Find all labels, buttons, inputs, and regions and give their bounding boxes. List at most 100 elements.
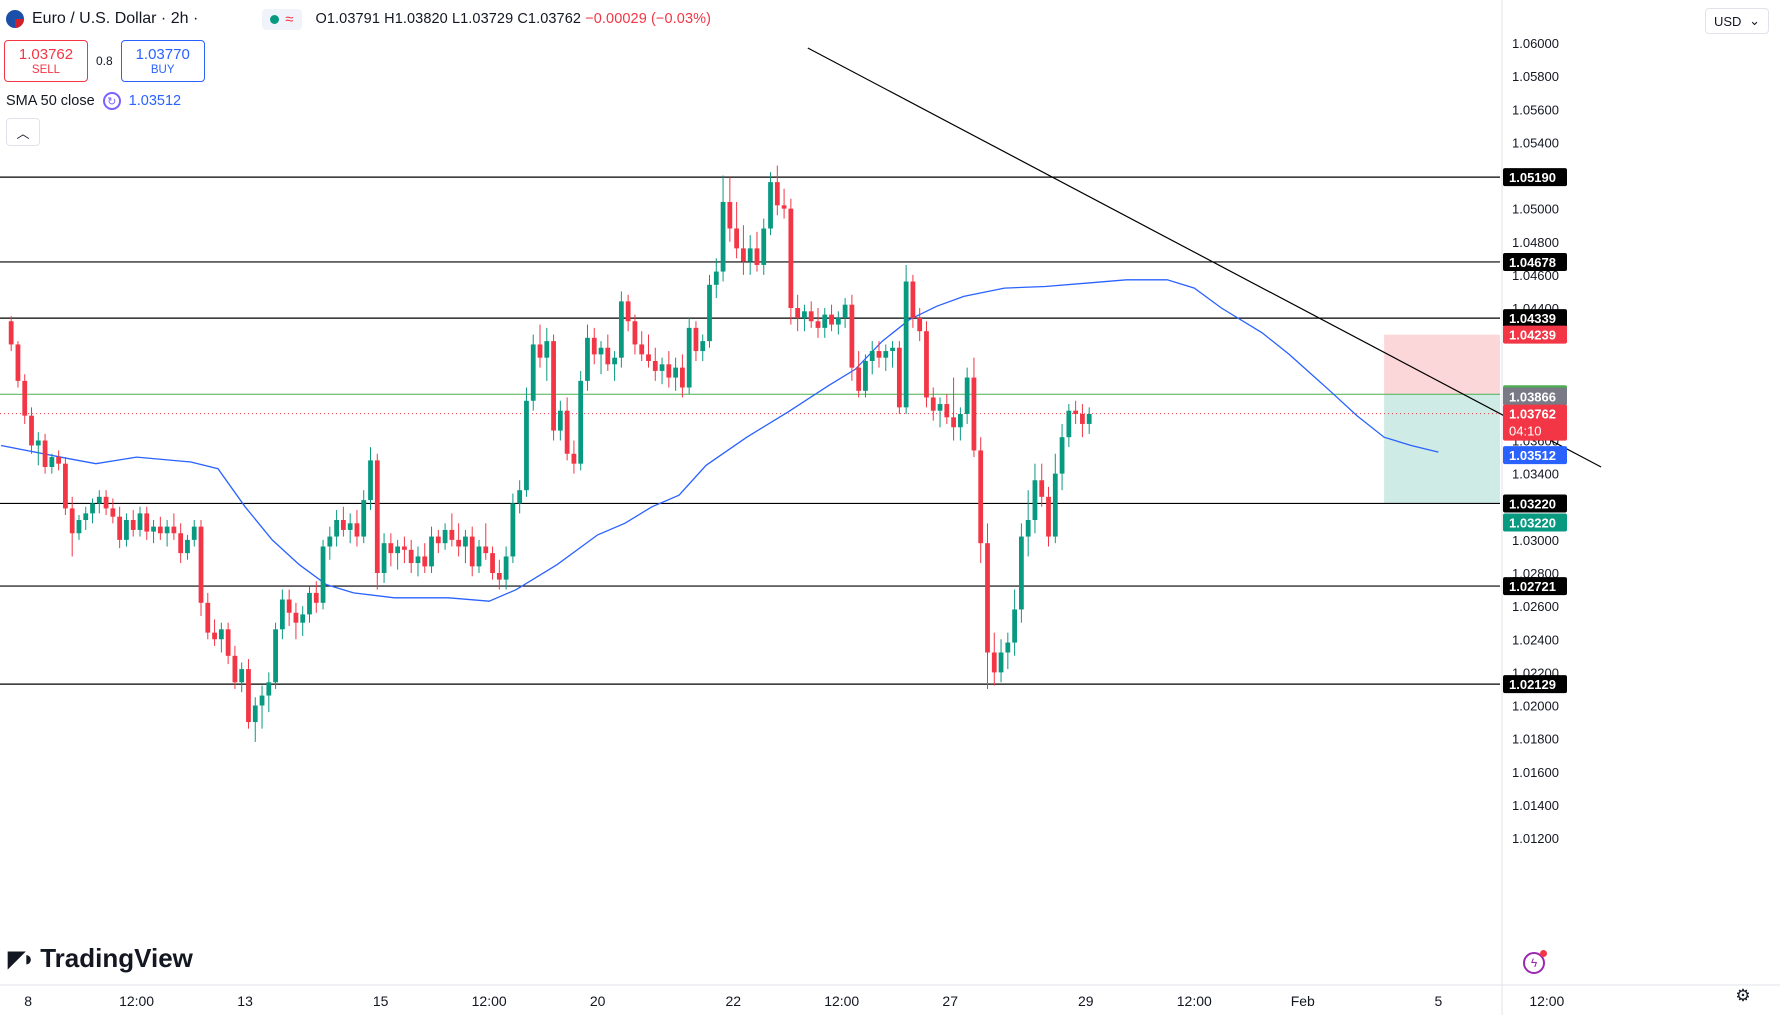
price-tick-label: 1.04600 [1512,268,1559,283]
level-price-label-bg [1503,577,1567,596]
candle-body [903,281,909,408]
candle-body [822,314,828,328]
last-close-label: 1.03866 [1509,389,1556,404]
trade-panel: 1.03762 SELL 0.8 1.03770 BUY [4,40,205,82]
buy-button[interactable]: 1.03770 BUY [120,40,205,82]
price-tick-label: 1.05800 [1512,69,1559,84]
candle-body [218,629,224,640]
candle-body [666,364,672,378]
level-price-label-bg [1503,675,1567,694]
candle-body [883,351,889,358]
candle-body [144,513,150,532]
time-tick-label: 20 [590,993,606,1009]
candle-body [1059,437,1065,474]
candle-body [537,344,543,358]
candle-body [808,311,814,322]
candle-body [781,205,787,209]
sell-button[interactable]: 1.03762 SELL [4,40,88,82]
candle-body [544,341,550,358]
level-price-label-bg [1503,309,1567,328]
time-tick-label: 12:00 [472,993,507,1009]
candle-body [646,354,651,361]
candle-body [151,526,156,532]
candle-body [117,516,123,540]
candle-body [422,556,428,567]
candle-body [1052,473,1058,537]
candle-body [198,526,204,603]
candle-body [307,592,312,615]
candle-body [659,364,665,371]
candle-body [178,533,184,554]
candle-body [63,463,68,509]
candle-body [917,317,923,332]
buy-label: BUY [150,64,175,76]
candle-body [456,539,462,547]
time-tick-label: 15 [373,993,389,1009]
candle-body [944,404,950,418]
sell-price: 1.03762 [18,46,74,63]
level-price-label: 1.04339 [1509,311,1556,326]
candle-body [476,546,482,567]
candles-group [8,165,1092,742]
candle-body [815,321,821,328]
lightning-icon[interactable]: ϟ [1523,950,1547,974]
candle-body [578,380,584,464]
candle-body [266,682,272,696]
candle-body [300,614,306,623]
candle-body [1025,520,1031,537]
candle-body [788,208,794,308]
gear-icon[interactable]: ⚙ [1735,986,1751,1005]
candle-body [557,410,563,431]
candle-body [35,440,41,446]
candle-body [707,284,712,342]
candle-body [374,460,380,573]
candle-body [625,301,631,322]
candle-body [564,410,570,454]
symbol-title[interactable]: Euro / U.S. Dollar · 2h · [32,10,199,27]
price-tick-label: 1.06000 [1512,36,1559,51]
stop-price-label-bg [1503,325,1567,344]
candle-body [361,500,367,537]
indicator-legend[interactable]: SMA 50 close ↻ 1.03512 [6,92,181,110]
market-status[interactable]: ≈ [262,8,302,30]
candle-body [971,377,977,451]
indicator-label[interactable]: SMA 50 close [6,93,95,109]
currency-select[interactable]: USD ⌄ [1705,8,1769,34]
candle-body [639,344,645,355]
sma-line [0,279,1439,602]
candle-body [849,304,855,368]
candle-body [103,496,109,509]
candle-body [341,520,346,530]
price-tick-label: 1.05600 [1512,102,1559,117]
sma-price-label-bg [1503,446,1567,465]
candle-body [890,347,895,352]
time-tick-label: 12:00 [1529,993,1564,1009]
candle-body [22,380,28,416]
trendline [807,47,1602,468]
candle-body [469,536,475,567]
level-price-label: 1.05190 [1509,170,1556,185]
symbol-header[interactable]: Euro / U.S. Dollar · 2h · ≈ O1.03791 H1.… [6,6,711,32]
chevron-up-icon: ︿ [16,125,30,141]
candle-body [991,652,997,673]
price-tick-label: 1.01800 [1512,732,1559,747]
price-tick-label: 1.01600 [1512,765,1559,780]
candle-body [768,182,773,229]
candle-body [713,271,719,285]
candle-body [252,705,258,723]
candle-body [957,414,963,428]
tradingview-logo[interactable]: ◤◗ TradingView [8,943,193,974]
candle-body [1039,480,1045,497]
indicator-value: 1.03512 [128,93,182,109]
stop-loss-zone [1384,334,1500,395]
candle-body [802,311,807,318]
candle-body [618,301,624,358]
collapse-legend-button[interactable]: ︿ [6,118,40,146]
candle-body [741,248,746,262]
candle-body [937,404,943,411]
candle-body [388,543,394,554]
level-price-label-bg [1503,494,1567,513]
candle-body [8,321,14,345]
candle-body [680,367,685,388]
